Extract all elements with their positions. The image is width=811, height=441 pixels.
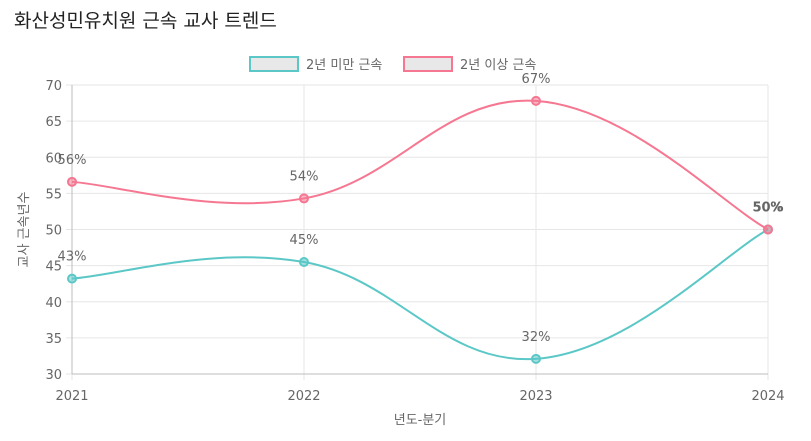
legend-label[interactable]: 2년 미만 근속 — [306, 58, 382, 73]
y-tick-label: 35 — [45, 332, 62, 347]
x-axis-title: 년도-분기 — [394, 413, 447, 428]
legend-swatch[interactable] — [249, 56, 299, 72]
data-label: 43% — [58, 250, 87, 265]
x-tick-label: 2021 — [55, 389, 88, 404]
y-tick-label: 45 — [45, 260, 62, 275]
x-tick-label: 2022 — [287, 389, 320, 404]
data-label: 45% — [290, 233, 319, 248]
data-point[interactable] — [531, 353, 541, 364]
data-point[interactable] — [763, 224, 773, 235]
legend-swatch[interactable] — [403, 56, 453, 72]
y-axis-title: 교사 근속년수 — [17, 192, 32, 268]
data-label-layer: 43%45%32%50%56%54%67%50% — [58, 72, 784, 345]
x-tick-label: 2024 — [751, 389, 784, 404]
y-tick-label: 65 — [45, 115, 62, 130]
y-tick-label: 60 — [45, 151, 62, 166]
data-point[interactable] — [67, 176, 77, 187]
data-label: 54% — [290, 169, 319, 184]
grid-layer — [66, 84, 769, 380]
series-line-1 — [71, 228, 769, 361]
legend: 2년 미만 근속 2년 이상 근속 — [249, 56, 536, 73]
y-tick-label: 70 — [45, 79, 62, 94]
data-point[interactable] — [299, 193, 309, 204]
data-label: 67% — [522, 72, 551, 87]
y-tick-label: 40 — [45, 296, 62, 311]
data-label: 56% — [58, 153, 87, 168]
data-label: 50% — [752, 201, 783, 216]
y-tick-label: 50 — [45, 224, 62, 239]
data-point[interactable] — [531, 95, 541, 106]
legend-label[interactable]: 2년 이상 근속 — [460, 58, 536, 73]
data-point[interactable] — [67, 273, 77, 284]
x-tick-label: 2023 — [519, 389, 552, 404]
series-line-2 — [71, 99, 769, 231]
series-layer — [67, 95, 773, 364]
data-point[interactable] — [299, 257, 309, 268]
page-title: 화산성민유치원 근속 교사 트렌드 — [14, 10, 277, 32]
y-tick-label: 55 — [45, 187, 62, 202]
y-tick-label: 30 — [45, 368, 62, 383]
data-label: 50% — [754, 201, 783, 216]
axis-layer: 30 35 40 45 50 55 60 65 70 2021 2022 2023 2024 년도-분기 교… — [17, 79, 785, 428]
data-label: 32% — [522, 330, 551, 345]
